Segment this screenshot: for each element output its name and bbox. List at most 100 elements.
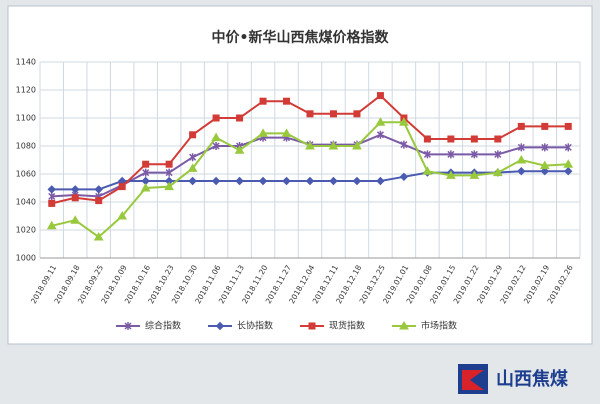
y-tick-label: 1120 [16,86,36,95]
marker [564,143,572,152]
legend-item: 现货指数 [300,320,365,332]
logo-icon-mark [462,370,484,390]
y-tick-label: 1020 [16,226,36,235]
marker [211,132,221,142]
marker [375,117,386,126]
marker [164,181,174,191]
y-tick-label: 1040 [16,198,36,207]
legend-item: 长协指数 [208,320,273,332]
marker [187,163,198,172]
y-tick-label: 1000 [16,254,36,263]
marker [118,183,126,191]
marker [189,131,197,139]
marker [494,150,502,159]
marker [540,166,549,176]
legend-label: 现货指数 [329,320,365,332]
marker [308,322,316,330]
marker [142,160,150,168]
marker [188,176,197,186]
y-tick-label: 1060 [16,170,36,179]
marker [517,143,525,152]
marker [541,143,549,152]
marker [494,135,502,143]
marker [329,176,338,186]
marker [48,192,56,201]
marker [447,135,455,143]
marker [399,320,409,330]
marker [376,176,385,186]
marker [376,130,384,139]
marker [46,220,57,230]
marker [352,140,362,150]
logo: 山西焦煤 [458,364,568,394]
marker [215,321,225,331]
marker [423,150,431,159]
marker [95,197,103,205]
marker [352,176,362,186]
marker [211,176,221,186]
marker [140,182,151,192]
marker [469,170,480,179]
legend-item: 市场指数 [392,320,457,332]
marker [541,122,549,130]
marker [48,199,56,207]
marker [399,117,409,126]
y-tick-label: 1080 [16,142,36,151]
marker [71,185,80,194]
marker [93,231,104,241]
marker [212,142,220,150]
marker [305,176,315,186]
marker [517,166,526,176]
marker [189,153,197,162]
marker [259,97,267,105]
marker [306,110,314,118]
marker [236,114,244,122]
marker [376,92,384,100]
marker [329,110,337,118]
marker [400,140,408,149]
marker [517,122,525,130]
marker [258,176,268,186]
marker [328,140,339,150]
marker [142,168,150,177]
marker [47,185,56,194]
marker [539,160,550,170]
marker [212,114,220,122]
marker [564,166,573,176]
legend-label: 长协指数 [237,320,273,332]
marker [399,172,409,182]
marker [71,194,79,202]
marker [470,135,478,143]
marker [470,150,478,159]
marker [492,167,503,177]
series [46,117,574,241]
marker [70,215,81,224]
marker [305,140,315,150]
y-tick-label: 1140 [16,58,36,67]
legend-label: 市场指数 [421,320,457,332]
marker [235,176,244,186]
marker [165,160,173,168]
marker [283,97,291,105]
marker [234,145,245,154]
marker [282,176,291,186]
marker [564,122,572,130]
marker [281,128,292,137]
marker [446,170,456,179]
logo-text: 山西焦煤 [496,368,568,390]
marker [258,128,268,137]
legend-item: 综合指数 [116,320,181,332]
marker [124,322,132,330]
marker [422,166,433,175]
marker [516,154,527,164]
marker [423,135,431,143]
marker [94,185,103,194]
legend-label: 综合指数 [145,320,181,332]
marker [165,168,173,177]
marker [447,150,455,159]
marker [563,159,574,168]
marker [353,110,361,118]
y-tick-label: 1100 [16,114,36,123]
